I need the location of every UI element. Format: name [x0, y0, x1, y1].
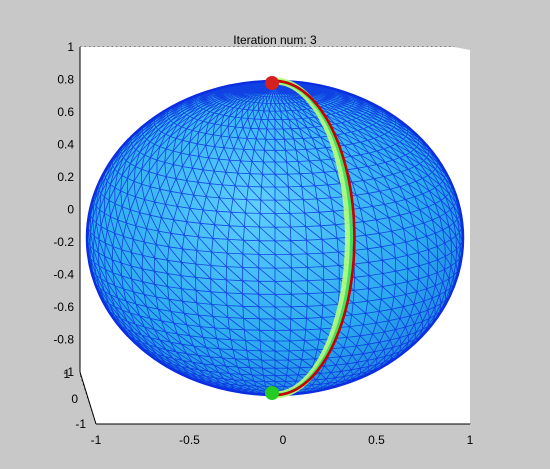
z-tick-label: -0.6: [53, 300, 74, 314]
z-tick-label: 1: [67, 40, 74, 54]
pole-markers: [265, 76, 279, 400]
y-axis-line: [79, 371, 97, 425]
north-pole-marker: [265, 76, 279, 90]
z-tick-label: 0.4: [57, 138, 74, 152]
highlight-meridian: [274, 77, 356, 399]
sphere-mesh: [85, 79, 465, 397]
x-tick-label: 0.5: [368, 433, 385, 447]
x-tick-label: 0: [280, 433, 287, 447]
meridian-red: [274, 79, 356, 397]
y-tick-label: 1: [63, 367, 70, 381]
z-tick-label: -0.8: [53, 333, 74, 347]
x-tick-label: -1: [91, 433, 102, 447]
x-tick-label: -0.5: [179, 433, 200, 447]
z-tick-label: -0.2: [53, 235, 74, 249]
z-tick-label: 0.2: [57, 170, 74, 184]
z-tick-label: -0.4: [53, 268, 74, 282]
x-tick-label: 1: [467, 433, 474, 447]
south-pole-marker: [265, 386, 279, 400]
z-tick-label: 0.6: [57, 105, 74, 119]
z-tick-label: 0.8: [57, 73, 74, 87]
tick-labels: -1-0.8-0.6-0.4-0.200.20.40.60.81-1 -0.5 0 0…: [53, 40, 473, 447]
chart-title: Iteration num: 3: [233, 33, 317, 47]
y-tick-label: 0: [71, 392, 78, 406]
z-tick-label: 0: [67, 203, 74, 217]
y-tick-label: -1: [75, 417, 86, 431]
z-tick-label: -1: [63, 365, 74, 379]
